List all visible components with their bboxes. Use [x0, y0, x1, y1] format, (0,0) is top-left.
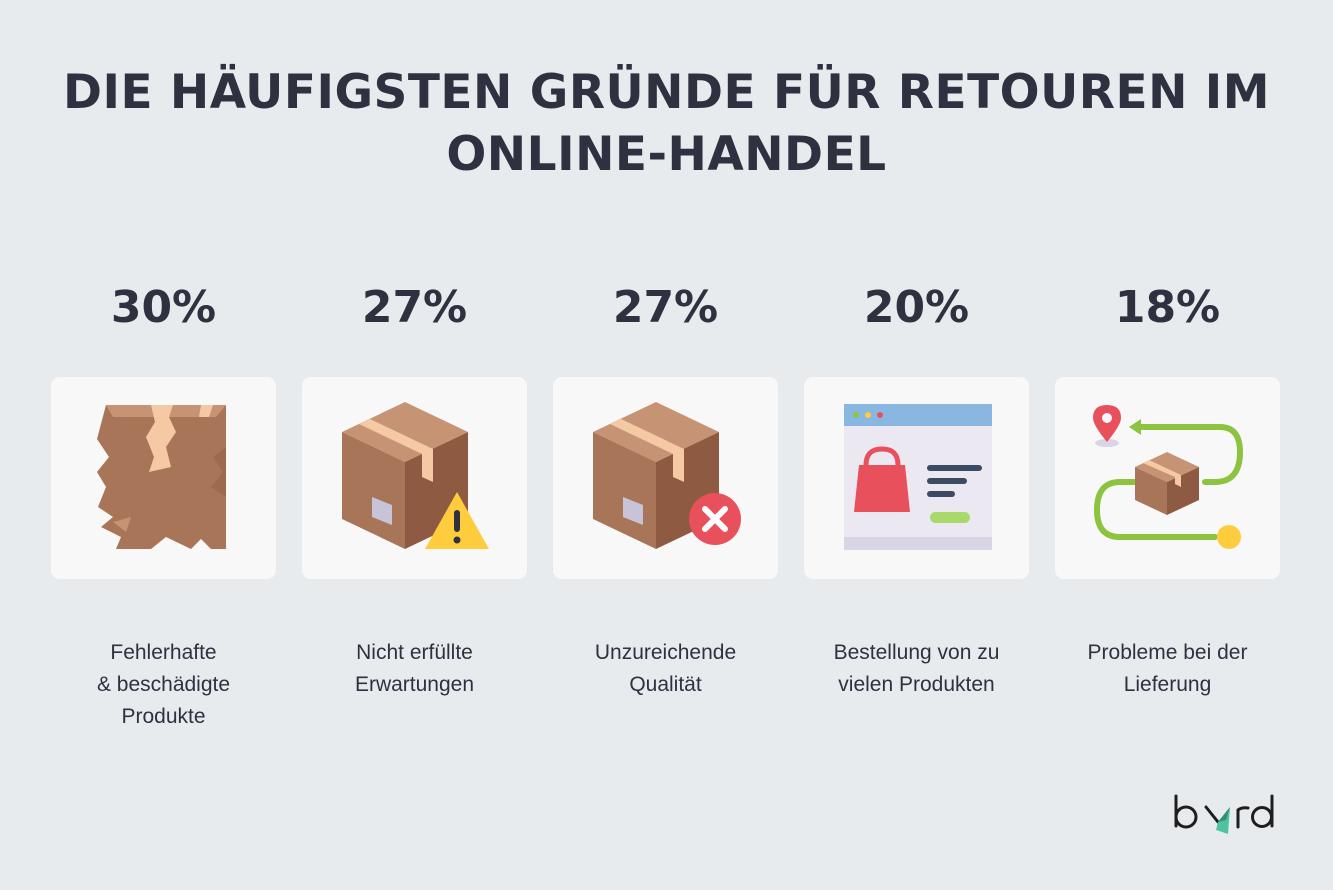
value-label: 27%	[612, 282, 719, 333]
category-label: Probleme bei der Lieferung	[1087, 641, 1248, 696]
online-shop-window-icon	[844, 404, 992, 550]
byrd-logo-icon	[1174, 794, 1274, 834]
value-label: 20%	[863, 282, 970, 333]
value-label: 27%	[361, 282, 468, 333]
reason-column: 30% Fehlerhafte & beschädigte Produkte	[51, 280, 276, 728]
icon-card	[302, 377, 527, 579]
icon-card	[553, 377, 778, 579]
icon-card	[1055, 377, 1280, 579]
reason-column: 18% Probleme bei der Lieferung	[1055, 280, 1280, 696]
category-label: Unzureichende Qualität	[594, 641, 737, 696]
reason-column: 20% Bestellung von zu vielen Produkten	[804, 280, 1029, 696]
icon-card	[804, 377, 1029, 579]
reason-column: 27% Nicht erfüllte Erwartungen	[302, 280, 527, 696]
category-label: Fehlerhafte & beschädigte Produkte	[96, 641, 231, 728]
box-warning-icon	[342, 402, 489, 549]
delivery-route-icon	[1093, 405, 1244, 549]
title-line-2: ONLINE-HANDEL	[446, 127, 887, 182]
category-label: Nicht erfüllte Erwartungen	[354, 641, 475, 696]
value-label: 18%	[1114, 282, 1221, 333]
byrd-logo	[1168, 790, 1283, 844]
value-label: 30%	[110, 282, 217, 333]
broken-box-icon	[97, 405, 226, 549]
reason-column: 27% Unzureichende Qualität	[553, 280, 778, 696]
box-error-icon	[593, 402, 741, 549]
title-line-1: DIE HÄUFIGSTEN GRÜNDE FÜR RETOUREN IM	[62, 65, 1271, 120]
category-label: Bestellung von zu vielen Produkten	[833, 641, 1000, 696]
icon-card	[51, 377, 276, 579]
page-title: DIE HÄUFIGSTEN GRÜNDE FÜR RETOUREN IM ON…	[0, 62, 1333, 186]
